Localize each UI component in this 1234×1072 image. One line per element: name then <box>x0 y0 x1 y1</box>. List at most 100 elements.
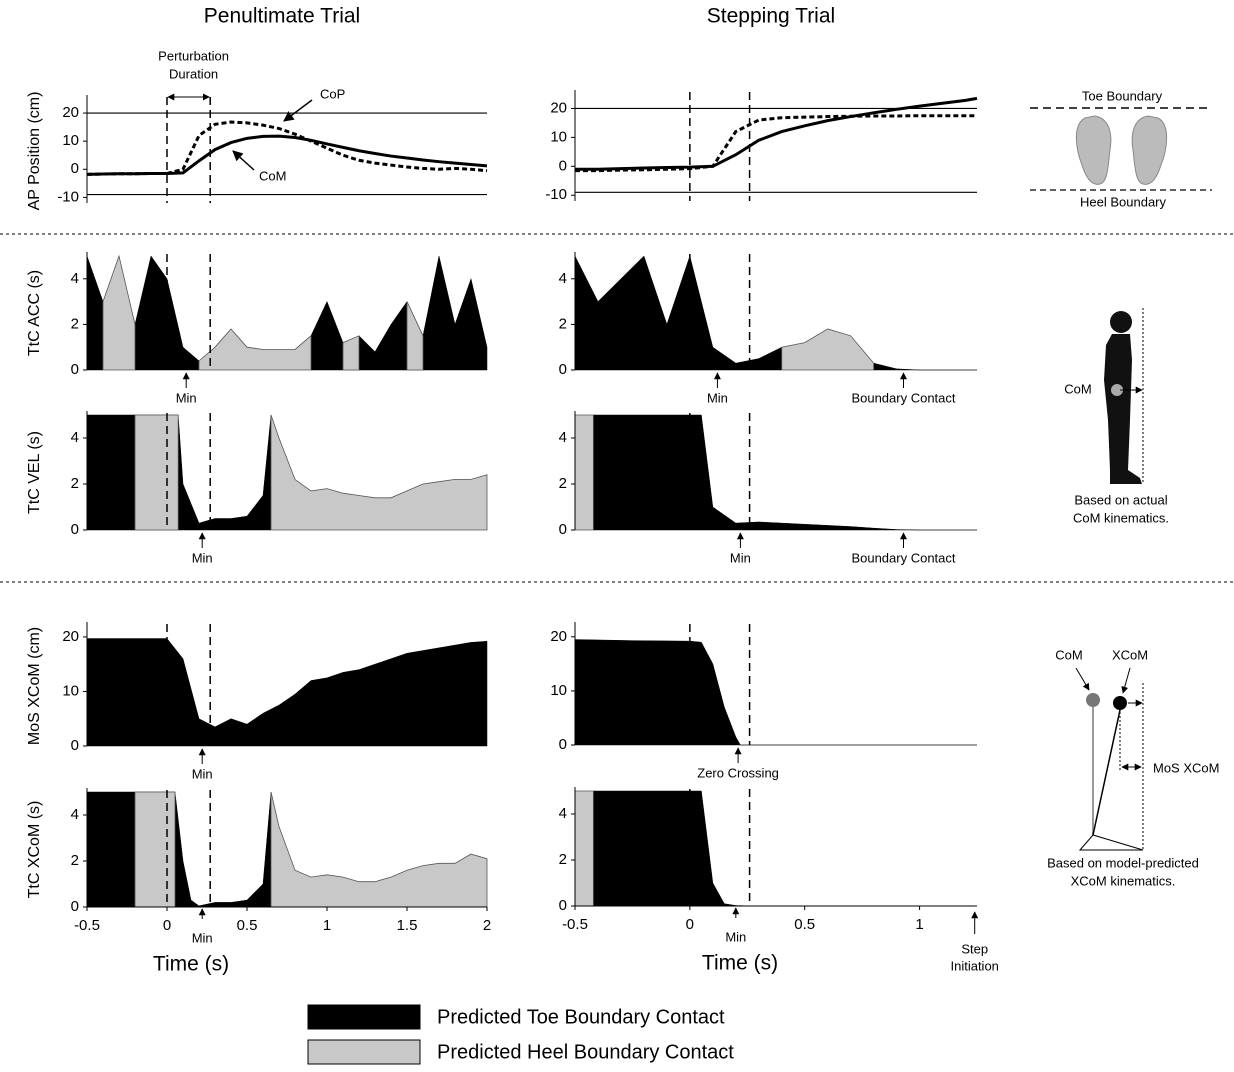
annotation: Min <box>730 550 751 565</box>
series-label: CoM <box>259 168 286 183</box>
y-tick-label: 0 <box>559 361 567 378</box>
area <box>574 255 782 371</box>
y-tick-label: 0 <box>71 160 79 177</box>
x-axis-label: Time (s) <box>153 953 229 976</box>
area <box>310 255 488 371</box>
area <box>406 301 424 371</box>
toe-boundary-label: Toe Boundary <box>1082 88 1163 103</box>
y-tick-label: 0 <box>559 736 567 753</box>
annotation: Boundary Contact <box>851 390 955 405</box>
area <box>86 414 272 531</box>
y-tick-label: 0 <box>71 521 79 538</box>
y-axis-label: TtC XCoM (s) <box>26 801 43 899</box>
area <box>86 638 488 747</box>
y-tick-label: 4 <box>559 429 567 446</box>
annotation: Min <box>192 550 213 565</box>
area <box>102 254 136 371</box>
y-tick-label: 2 <box>559 475 567 492</box>
y-tick-label: 4 <box>71 806 79 823</box>
annotation: Duration <box>169 66 218 81</box>
x-axis-label: Time (s) <box>702 952 778 975</box>
y-tick-label: 2 <box>559 315 567 332</box>
area <box>342 335 360 371</box>
annotation: Min <box>192 930 213 945</box>
y-tick-label: 4 <box>559 805 567 822</box>
line <box>575 96 978 171</box>
y-tick-label: 4 <box>71 270 79 287</box>
y-axis-label: AP Position (cm) <box>26 92 43 211</box>
area <box>86 255 104 371</box>
label-arrow <box>232 150 255 171</box>
area <box>134 414 179 531</box>
area <box>134 791 176 908</box>
series-label: CoP <box>320 86 345 101</box>
y-tick-label: 10 <box>62 682 79 699</box>
annotation: Min <box>707 390 728 405</box>
mos-label: MoS XCoM <box>1153 760 1219 775</box>
area <box>593 790 977 907</box>
y-tick-label: 4 <box>559 270 567 287</box>
annotation: Min <box>725 929 746 944</box>
x-tick-label: -0.5 <box>74 917 100 934</box>
feet-illustration: Toe Boundary Heel Boundary <box>1030 88 1212 209</box>
line <box>575 114 977 173</box>
x-tick-label: 0.5 <box>794 916 815 933</box>
x-tick-label: 1 <box>323 917 331 934</box>
panel-title: Stepping Trial <box>707 5 835 28</box>
area <box>574 790 594 907</box>
y-tick-label: 20 <box>62 104 79 121</box>
line <box>86 120 488 176</box>
y-tick-label: 0 <box>71 737 79 754</box>
y-tick-label: 10 <box>550 682 567 699</box>
xcom-illustration: CoM XCoM MoS XCoM Based on model-predict… <box>1047 647 1219 888</box>
y-tick-label: 4 <box>71 429 79 446</box>
label-arrow <box>283 99 313 122</box>
y-axis-label: MoS XCoM (cm) <box>26 627 43 745</box>
line <box>86 134 488 176</box>
y-tick-label: -10 <box>545 186 567 203</box>
y-tick-label: 0 <box>559 157 567 174</box>
area <box>270 414 488 531</box>
area <box>574 639 977 746</box>
y-tick-label: 2 <box>71 852 79 869</box>
y-tick-label: 2 <box>71 475 79 492</box>
x-tick-label: 0 <box>163 917 171 934</box>
caption: XCoM kinematics. <box>1071 873 1176 888</box>
y-tick-label: 10 <box>550 128 567 145</box>
x-tick-label: -0.5 <box>562 916 588 933</box>
y-tick-label: 20 <box>62 628 79 645</box>
caption: Based on model-predicted <box>1047 855 1199 870</box>
annotation: Step <box>961 941 988 956</box>
x-tick-label: 2 <box>483 917 491 934</box>
legend-label: Predicted Toe Boundary Contact <box>437 1006 725 1028</box>
x-tick-label: 1 <box>915 916 923 933</box>
y-tick-label: 2 <box>559 851 567 868</box>
y-tick-label: 2 <box>71 315 79 332</box>
xcom-label: XCoM <box>1112 647 1148 662</box>
panel-title: Penultimate Trial <box>204 5 360 28</box>
y-axis-label: TtC VEL (s) <box>26 431 43 514</box>
legend-label: Predicted Heel Boundary Contact <box>437 1041 734 1063</box>
area <box>270 791 488 908</box>
annotation: Min <box>176 390 197 405</box>
y-tick-label: 0 <box>559 897 567 914</box>
legend-swatch <box>307 1039 421 1065</box>
area <box>574 414 594 531</box>
annotation: Boundary Contact <box>851 550 955 565</box>
y-axis-label: TtC ACC (s) <box>26 270 43 356</box>
x-tick-label: 0 <box>686 916 694 933</box>
area <box>593 414 977 531</box>
area <box>873 362 977 371</box>
caption: CoM kinematics. <box>1073 510 1169 525</box>
annotation: Perturbation <box>158 48 229 63</box>
y-tick-label: 10 <box>62 132 79 149</box>
legend: Predicted Toe Boundary Contact Predicted… <box>307 1004 734 1065</box>
y-tick-label: 0 <box>559 521 567 538</box>
y-tick-label: 20 <box>550 628 567 645</box>
body-illustration: CoM Based on actual CoM kinematics. <box>1064 308 1169 525</box>
annotation: Zero Crossing <box>697 765 779 780</box>
caption: Based on actual <box>1074 492 1167 507</box>
heel-boundary-label: Heel Boundary <box>1080 194 1166 209</box>
